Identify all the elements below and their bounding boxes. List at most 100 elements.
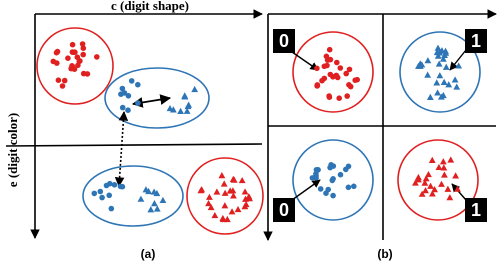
cluster	[187, 158, 263, 234]
marker-dot	[330, 178, 336, 184]
marker-dot	[334, 60, 340, 66]
marker-triangle	[154, 205, 161, 211]
marker-dot	[315, 82, 321, 88]
marker-dot	[346, 185, 352, 191]
marker-triangle	[206, 194, 213, 200]
marker-dot	[81, 71, 87, 77]
marker-triangle	[435, 45, 442, 51]
marker-dot	[338, 65, 344, 71]
marker-dot	[60, 83, 66, 89]
marker-triangle	[441, 79, 448, 85]
panel-b: 0 1 0 1 (b)	[268, 14, 496, 261]
marker-dot	[347, 67, 353, 73]
marker-triangle	[433, 79, 440, 85]
marker-triangle	[151, 200, 158, 206]
marker-triangle	[452, 76, 459, 82]
marker-dot	[69, 63, 75, 69]
dotted-arrow	[119, 112, 124, 186]
marker-dot	[104, 183, 110, 189]
y-axis-label: e (digit color)	[5, 113, 20, 187]
thumbnail-digit: 0	[279, 200, 289, 220]
marker-dot	[81, 45, 87, 51]
marker-triangle	[213, 188, 220, 194]
marker-dot	[324, 63, 330, 69]
pointer	[292, 180, 320, 200]
marker-dot	[51, 59, 57, 65]
marker-triangle	[440, 158, 447, 164]
marker-triangle	[221, 202, 228, 208]
marker-dot	[330, 193, 336, 199]
marker-dot	[56, 77, 62, 83]
marker-triangle	[425, 57, 432, 63]
marker-triangle	[452, 172, 459, 178]
marker-dot	[71, 50, 77, 56]
marker-dot	[326, 93, 332, 99]
marker-triangle	[429, 157, 436, 163]
marker-dot	[99, 195, 105, 201]
marker-dot	[343, 167, 349, 173]
marker-triangle	[453, 83, 460, 89]
marker-dot	[118, 184, 124, 190]
marker-dot	[344, 93, 350, 99]
cluster	[83, 166, 183, 226]
marker-triangle	[138, 196, 145, 202]
pointer	[452, 184, 466, 200]
marker-dot	[310, 175, 316, 181]
marker-dot	[92, 191, 98, 197]
marker-triangle	[211, 212, 218, 218]
marker-triangle	[436, 72, 443, 78]
marker-triangle	[160, 197, 167, 203]
marker-dot	[77, 58, 83, 64]
marker-triangle	[424, 72, 431, 78]
marker-triangle	[438, 181, 445, 187]
marker-dot	[125, 107, 131, 113]
marker-dot	[109, 206, 115, 212]
marker-dot	[118, 91, 124, 97]
caption: (a)	[141, 247, 156, 261]
marker-dot	[334, 73, 340, 79]
marker-dot	[318, 186, 324, 192]
marker-triangle	[221, 180, 228, 186]
marker-dot	[62, 78, 68, 84]
marker-dot	[112, 182, 118, 188]
thumbnail-digit: 1	[471, 31, 481, 51]
marker-triangle	[235, 206, 242, 212]
marker-triangle	[447, 156, 454, 162]
separator	[6, 144, 262, 146]
x-axis-label: c (digit shape)	[111, 0, 189, 13]
marker-dot	[94, 54, 100, 60]
marker-triangle	[177, 108, 184, 114]
cluster	[105, 68, 209, 128]
marker-dot	[80, 52, 86, 58]
caption: (b)	[377, 247, 392, 261]
marker-triangle	[446, 194, 453, 200]
marker-triangle	[229, 208, 236, 214]
cluster	[293, 32, 373, 112]
marker-dot	[351, 184, 357, 190]
marker-triangle	[218, 172, 225, 178]
marker-triangle	[147, 206, 154, 212]
marker-dot	[314, 66, 320, 72]
marker-dot	[65, 55, 71, 61]
thumbnail-digit: 1	[471, 200, 481, 220]
marker-dot	[98, 189, 104, 195]
marker-triangle	[444, 186, 451, 192]
marker-triangle	[443, 64, 450, 70]
marker-dot	[325, 187, 331, 193]
marker-dot	[327, 165, 333, 171]
marker-dot	[338, 172, 344, 178]
marker-triangle	[441, 171, 448, 177]
marker-triangle	[239, 177, 246, 183]
marker-triangle	[242, 188, 249, 194]
marker-triangle	[427, 183, 434, 189]
marker-dot	[348, 84, 354, 90]
marker-dot	[324, 54, 330, 60]
marker-dot	[106, 193, 112, 199]
marker-dot	[327, 47, 333, 53]
marker-triangle	[434, 89, 441, 95]
pointer	[292, 52, 318, 70]
figure: c (digit shape) e (digit color) (a) 0 1 …	[0, 0, 500, 267]
marker-dot	[135, 100, 141, 106]
marker-triangle	[440, 164, 447, 170]
marker-dot	[120, 105, 126, 111]
